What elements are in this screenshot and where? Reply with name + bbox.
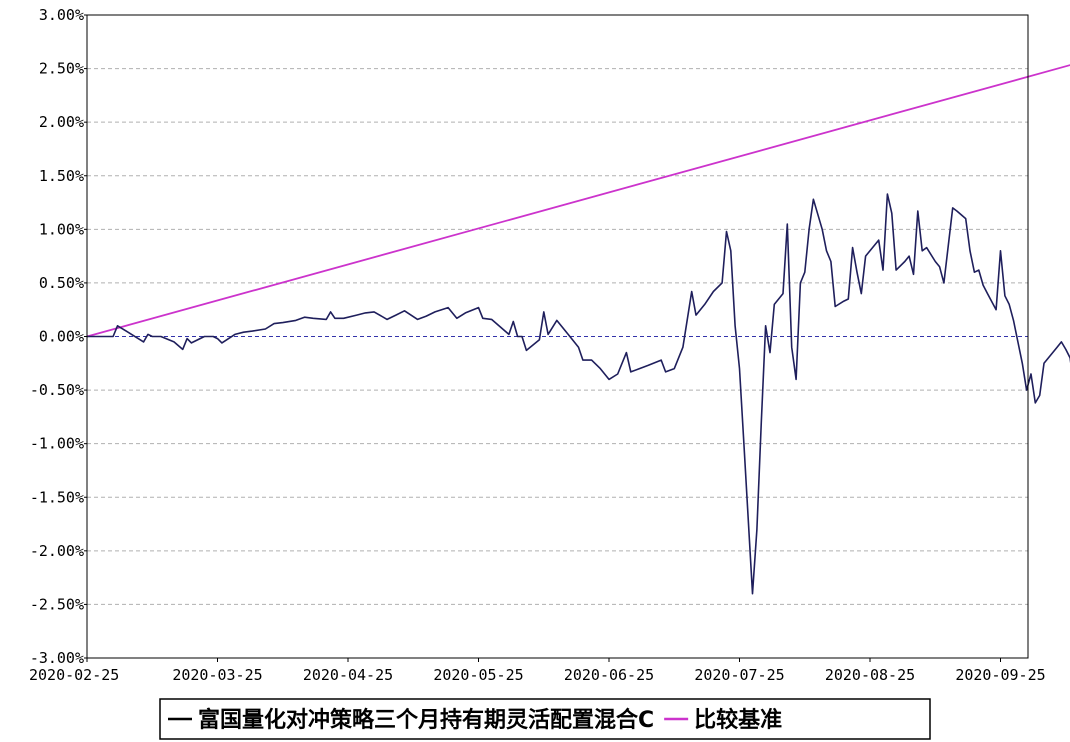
legend-label-benchmark: 比较基准 <box>694 707 782 733</box>
y-tick-label: 1.50% <box>39 167 84 185</box>
y-tick-label: 2.00% <box>39 113 84 131</box>
y-tick-label: 2.50% <box>39 60 84 78</box>
x-tick-label: 2020-07-25 <box>694 666 784 684</box>
y-tick-label: -2.00% <box>30 542 84 560</box>
y-axis-ticks: 3.00% 2.50% 2.00% 1.50% 1.00% 0.50% 0.00% -0.50… <box>30 6 87 667</box>
y-tick-label: -0.50% <box>30 381 84 399</box>
legend: 富国量化对冲策略三个月持有期灵活配置混合C 比较基准 <box>159 698 931 740</box>
x-tick-label: 2020-06-25 <box>564 666 654 684</box>
series-line-fund <box>87 193 1070 595</box>
x-tick-label: 2020-09-25 <box>955 666 1045 684</box>
y-tick-label: -2.50% <box>30 595 84 613</box>
y-tick-label: 0.00% <box>39 328 84 346</box>
x-tick-label: 2020-05-25 <box>433 666 523 684</box>
y-tick-label: 1.00% <box>39 220 84 238</box>
x-tick-label: 2020-03-25 <box>172 666 262 684</box>
grid-lines <box>87 68 1028 605</box>
y-tick-label: -3.00% <box>30 649 84 667</box>
x-tick-label: 2020-02-25 <box>29 666 119 684</box>
plot-border <box>86 14 1029 659</box>
y-tick-label: -1.00% <box>30 435 84 453</box>
legend-label-fund: 富国量化对冲策略三个月持有期灵活配置混合C <box>198 707 654 733</box>
y-tick-label: 3.00% <box>39 6 84 24</box>
x-axis-ticks: 2020-02-25 2020-03-25 2020-04-25 2020-05-25… <box>29 658 1046 684</box>
y-tick-label: -1.50% <box>30 488 84 506</box>
y-tick-label: 0.50% <box>39 274 84 292</box>
series-line-benchmark <box>86 64 1070 338</box>
series-lines <box>86 64 1070 595</box>
legend-box <box>159 698 931 740</box>
x-tick-label: 2020-04-25 <box>303 666 393 684</box>
x-tick-label: 2020-08-25 <box>825 666 915 684</box>
